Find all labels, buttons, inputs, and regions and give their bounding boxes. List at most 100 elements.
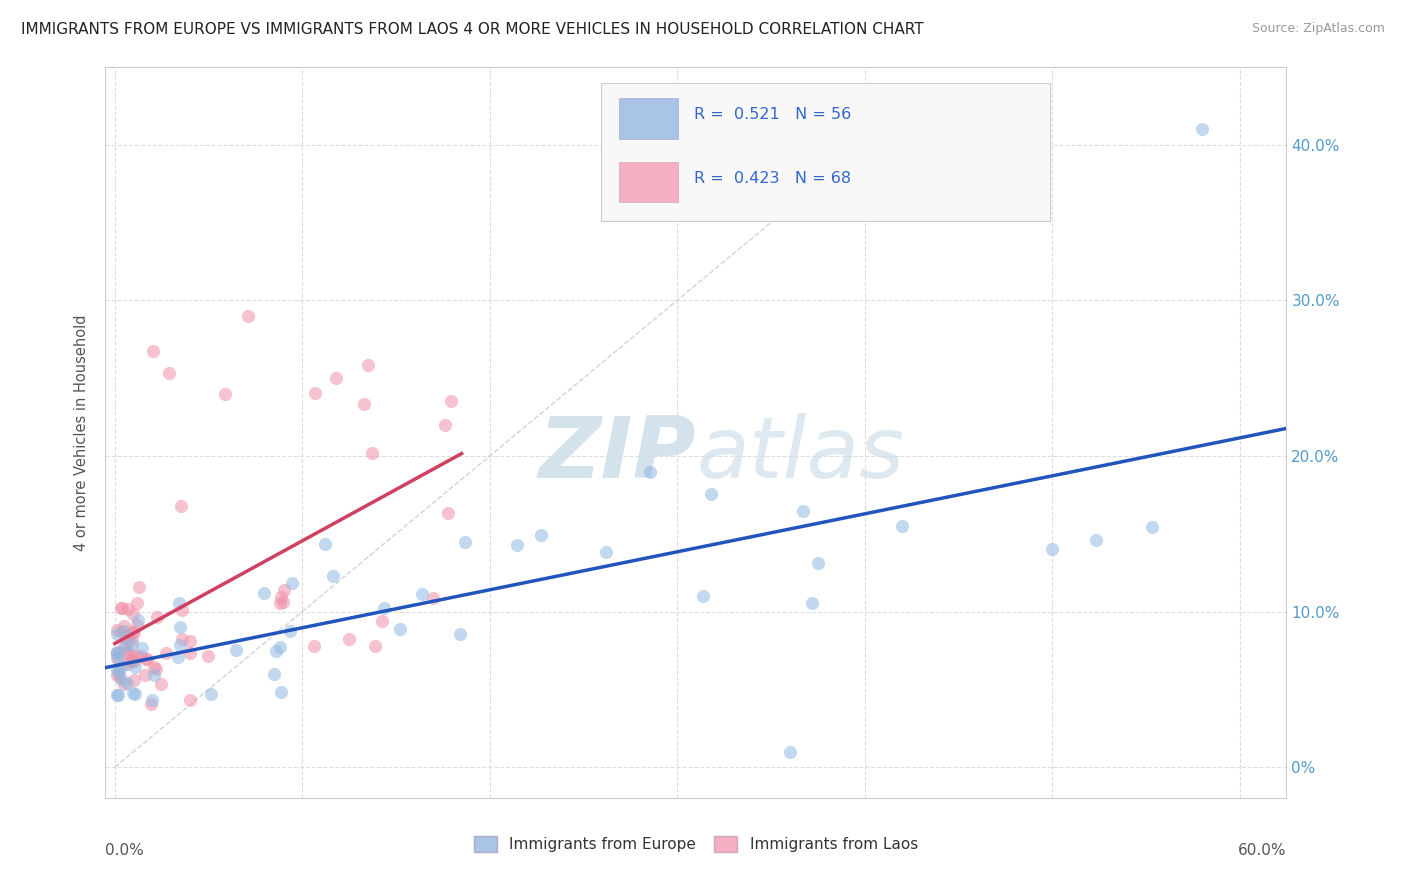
Point (1191, 122, 1213, 136)
Point (1140, 520, 1163, 534)
Point (105, 688, 128, 702)
Point (139, 697, 162, 711)
Point (373, 601, 395, 615)
Point (125, 596, 148, 610)
Point (506, 538, 529, 552)
Point (179, 693, 201, 707)
Point (112, 677, 135, 691)
Point (422, 591, 444, 606)
Point (142, 344, 165, 359)
Point (449, 626, 471, 640)
Point (638, 465, 661, 479)
Point (325, 371, 347, 385)
Point (179, 646, 201, 660)
Point (271, 595, 294, 609)
Point (370, 614, 392, 628)
Point (114, 645, 136, 659)
Point (121, 636, 143, 650)
Point (779, 745, 801, 759)
Point (197, 648, 219, 663)
Point (124, 648, 146, 663)
Point (440, 394, 463, 409)
Point (280, 576, 302, 591)
Point (117, 632, 139, 647)
Point (792, 504, 814, 518)
Point (135, 652, 157, 666)
Point (108, 665, 131, 679)
Point (117, 628, 139, 642)
Point (273, 582, 295, 597)
Point (172, 632, 194, 646)
Point (278, 624, 301, 638)
Point (169, 596, 191, 610)
Point (107, 651, 129, 665)
Y-axis label: 4 or more Vehicles in Household: 4 or more Vehicles in Household (75, 314, 90, 551)
Text: 60.0%: 60.0% (1239, 843, 1286, 858)
Point (141, 692, 163, 706)
Point (891, 519, 914, 533)
Point (364, 640, 387, 654)
Text: atlas: atlas (696, 413, 904, 496)
Point (121, 607, 143, 622)
Point (270, 590, 292, 604)
Bar (619, 162, 678, 202)
Point (1040, 542, 1063, 557)
Point (411, 587, 433, 601)
FancyBboxPatch shape (602, 83, 1050, 220)
Point (142, 660, 165, 674)
Point (264, 644, 287, 658)
Point (114, 639, 136, 653)
Point (105, 627, 128, 641)
Point (111, 658, 134, 673)
Point (105, 668, 128, 682)
Point (110, 672, 132, 686)
Point (110, 601, 132, 615)
Point (117, 644, 139, 658)
Point (124, 654, 146, 668)
Point (121, 649, 143, 664)
Text: R =  0.521   N = 56: R = 0.521 N = 56 (693, 107, 851, 122)
Text: ZIP: ZIP (538, 413, 696, 496)
Point (322, 569, 344, 583)
Point (105, 646, 128, 660)
Point (806, 556, 828, 570)
Point (105, 646, 128, 660)
Point (700, 487, 723, 501)
Point (337, 632, 360, 646)
Point (314, 537, 336, 551)
Point (149, 676, 172, 690)
Point (142, 668, 165, 682)
Bar (619, 98, 678, 138)
Point (172, 603, 194, 617)
Point (108, 669, 131, 683)
Point (124, 687, 146, 701)
Legend: Immigrants from Europe, Immigrants from Laos: Immigrants from Europe, Immigrants from … (468, 830, 924, 858)
Point (129, 648, 152, 663)
Point (225, 642, 247, 657)
Point (360, 446, 382, 460)
Point (253, 586, 276, 600)
Point (530, 528, 553, 542)
Point (167, 650, 190, 665)
Point (179, 634, 201, 648)
Point (214, 386, 236, 401)
Point (112, 640, 135, 655)
Point (170, 500, 193, 514)
Point (110, 600, 132, 615)
Point (121, 632, 143, 647)
Point (127, 618, 149, 632)
Point (263, 667, 285, 681)
Point (105, 645, 128, 659)
Point (389, 622, 412, 636)
Point (155, 646, 177, 660)
Point (128, 580, 150, 594)
Text: IMMIGRANTS FROM EUROPE VS IMMIGRANTS FROM LAOS 4 OR MORE VEHICLES IN HOUSEHOLD C: IMMIGRANTS FROM EUROPE VS IMMIGRANTS FRO… (21, 22, 924, 37)
Point (112, 619, 135, 633)
Point (454, 535, 477, 549)
Point (135, 652, 157, 666)
Point (356, 358, 378, 372)
Point (131, 640, 153, 655)
Point (236, 309, 259, 323)
Point (169, 619, 191, 633)
Point (121, 686, 143, 700)
